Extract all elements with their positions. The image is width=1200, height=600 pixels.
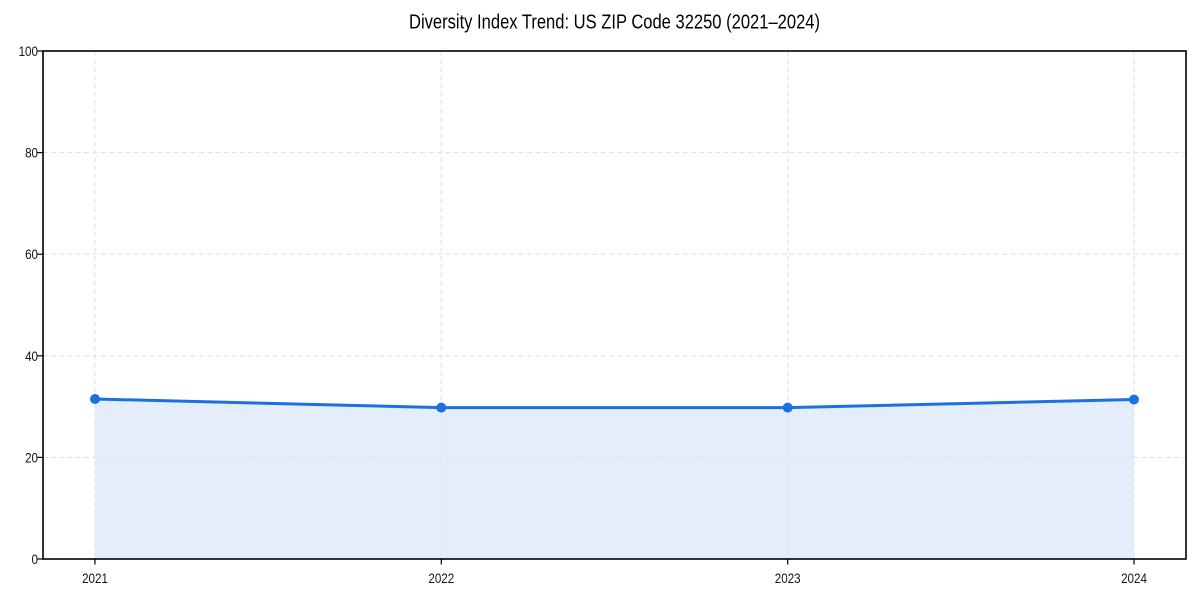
y-tick-label: 20 [25,449,38,465]
y-tick-label: 40 [25,348,38,364]
area-fill [95,399,1134,559]
y-tick-label: 100 [19,43,39,59]
y-tick-label: 60 [25,246,38,262]
x-tick-label: 2021 [82,570,108,586]
y-tick-label: 80 [25,145,38,161]
plot-border [42,50,1187,560]
data-point-2024 [1129,394,1139,405]
data-point-2022 [436,402,447,413]
trend-line [93,397,1136,410]
data-point-2021 [90,394,100,404]
chart-title: Diversity Index Trend: US ZIP Code 32250… [409,12,820,34]
chart-plot-area: 2021 2022 2023 2024 0 20 40 60 80 100 [19,43,1187,586]
x-tick-label: 2022 [428,570,454,586]
y-tick-label: 0 [32,551,39,567]
data-point-2023 [782,402,793,413]
x-tick-label: 2023 [775,570,801,586]
x-tick-label: 2024 [1121,570,1147,586]
